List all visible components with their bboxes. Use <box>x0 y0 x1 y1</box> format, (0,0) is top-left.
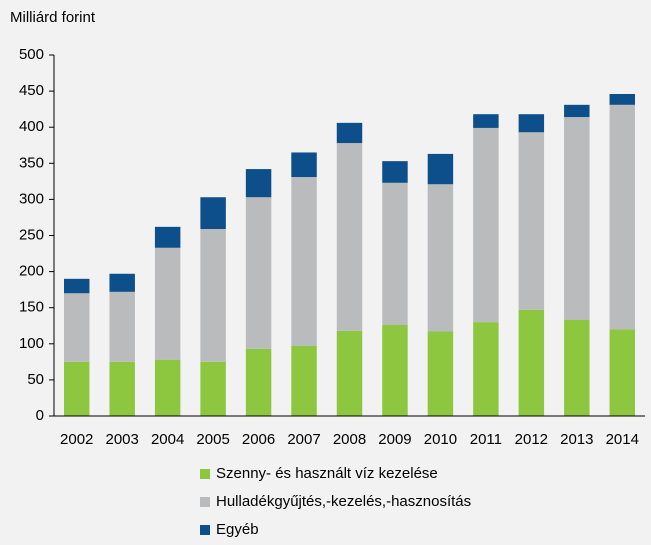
bar-segment <box>64 361 90 416</box>
bar-segment <box>109 273 135 292</box>
legend-label: Egyéb <box>216 521 259 538</box>
bar-segment <box>473 114 499 128</box>
x-tick-label: 2004 <box>151 431 184 448</box>
x-tick-label: 2013 <box>560 431 593 448</box>
y-tick-label: 0 <box>36 407 44 424</box>
bar-segment <box>427 184 454 332</box>
y-tick-label: 250 <box>19 226 44 243</box>
x-tick-label: 2002 <box>60 431 93 448</box>
bar-segment <box>154 226 181 248</box>
x-tick-label: 2012 <box>515 431 548 448</box>
y-tick-label: 150 <box>19 299 44 316</box>
bar-segment <box>245 169 272 198</box>
y-tick-label: 500 <box>19 46 44 63</box>
bar-segment <box>154 359 181 416</box>
bar-segment <box>518 309 545 416</box>
legend-swatch <box>200 525 210 535</box>
bar-segment <box>473 322 499 416</box>
bar-segment <box>291 345 317 416</box>
bar-segment <box>64 293 90 362</box>
y-tick-label: 450 <box>19 82 44 99</box>
bar-segment <box>473 127 499 323</box>
x-tick-label: 2007 <box>287 431 320 448</box>
bar-segment <box>564 104 590 118</box>
bar-segment <box>427 153 454 185</box>
bar-segment <box>518 132 545 310</box>
bar-segment <box>200 197 226 230</box>
bar-segment <box>518 114 545 133</box>
bar-segment <box>336 143 363 331</box>
x-tick-label: 2005 <box>196 431 229 448</box>
bar-segment <box>245 348 272 416</box>
x-tick-label: 2011 <box>470 431 502 448</box>
bar-segment <box>109 291 135 362</box>
bar-segment <box>564 117 590 320</box>
bar-segment <box>245 197 272 349</box>
y-tick-label: 200 <box>19 263 44 280</box>
legend-swatch <box>200 497 210 507</box>
bar-segment <box>382 182 408 326</box>
legend-swatch <box>200 469 210 479</box>
bar-segment <box>609 93 635 105</box>
bar-segment <box>200 361 226 416</box>
bar-segment <box>382 325 408 416</box>
x-tick-label: 2008 <box>333 431 366 448</box>
axis-label: Milliárd forint <box>10 9 96 26</box>
bar-segment <box>154 247 181 360</box>
x-tick-label: 2003 <box>106 431 139 448</box>
legend-label: Hulladékgyűjtés,-kezelés,-hasznosítás <box>216 493 471 510</box>
bar-segment <box>336 122 363 144</box>
y-tick-label: 400 <box>19 118 44 135</box>
bar-segment <box>564 319 590 416</box>
bar-segment <box>291 177 317 346</box>
bar-segment <box>609 104 635 330</box>
bar-segment <box>382 161 408 183</box>
bar-segment <box>427 331 454 416</box>
x-tick-label: 2009 <box>378 431 411 448</box>
y-tick-label: 350 <box>19 154 44 171</box>
bar-segment <box>109 361 135 416</box>
y-tick-label: 100 <box>19 335 44 352</box>
bar-segment <box>609 329 635 416</box>
y-tick-label: 50 <box>27 371 44 388</box>
x-tick-label: 2014 <box>606 431 639 448</box>
bar-segment <box>291 152 317 178</box>
legend-label: Szenny- és használt víz kezelése <box>216 465 438 482</box>
bar-segment <box>200 229 226 362</box>
x-tick-label: 2010 <box>424 431 457 448</box>
y-tick-label: 300 <box>19 190 44 207</box>
x-tick-label: 2006 <box>242 431 275 448</box>
bar-segment <box>64 278 90 294</box>
bar-segment <box>336 330 363 416</box>
